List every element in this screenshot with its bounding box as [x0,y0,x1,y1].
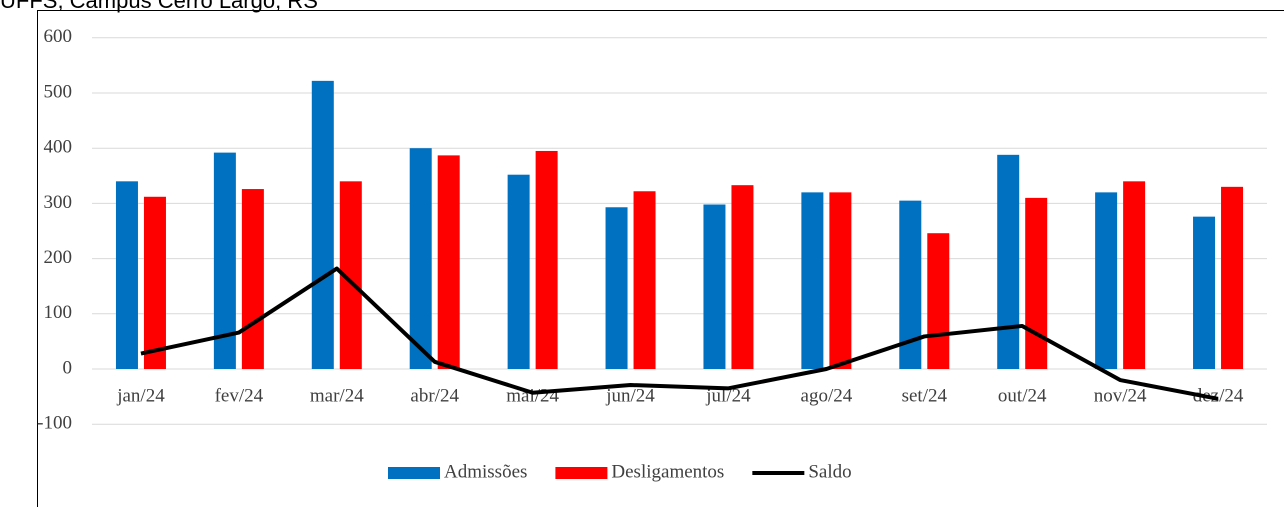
x-tick-label: nov/24 [1094,385,1147,406]
bar [1221,186,1244,369]
x-tick-label: fev/24 [215,385,264,406]
bar [535,150,558,369]
x-tick-label: jul/24 [705,385,751,406]
x-tick-label: dez/24 [1193,385,1244,406]
bar [703,204,726,369]
bar [997,154,1020,369]
x-tick-label: jan/24 [116,385,165,406]
y-tick-label: 300 [44,192,73,213]
bar [1123,181,1146,369]
bar [241,189,264,369]
x-tick-label: out/24 [998,385,1047,406]
bar [927,233,950,369]
x-tick-label: mar/24 [310,385,364,406]
y-tick-label: 0 [63,357,73,378]
bar [507,174,530,369]
legend-label: Desligamentos [611,461,724,482]
line-series [140,266,1219,401]
y-tick-label: -100 [37,413,72,434]
bar [731,185,754,369]
x-tick-label: jun/24 [605,385,655,406]
y-tick-label: 600 [44,26,73,47]
x-tick-label: set/24 [902,385,948,406]
legend-label: Saldo [808,461,851,482]
legend-swatch [555,467,608,479]
chart-title: UFFS, Campus Cerro Largo, RS [0,0,318,13]
legend-label: Admissões [444,461,527,482]
bar [143,196,166,369]
y-tick-label: 500 [44,81,73,102]
bar [801,192,824,369]
y-tick-label: 200 [44,247,73,268]
bar [633,191,656,369]
bar [213,152,236,369]
legend-swatch [388,467,440,479]
bar [829,192,852,369]
bar [339,181,362,369]
x-tick-label: ago/24 [801,385,853,406]
bar [1095,192,1118,369]
bar [1025,197,1048,369]
x-tick-label: abr/24 [410,385,459,406]
bar [605,207,628,369]
y-tick-label: 400 [44,137,73,158]
bar [437,155,460,369]
bar [899,200,922,369]
bar [409,148,432,369]
bar [311,80,334,369]
bar [115,181,138,369]
y-tick-label: 100 [44,302,73,323]
bar [1193,216,1216,369]
